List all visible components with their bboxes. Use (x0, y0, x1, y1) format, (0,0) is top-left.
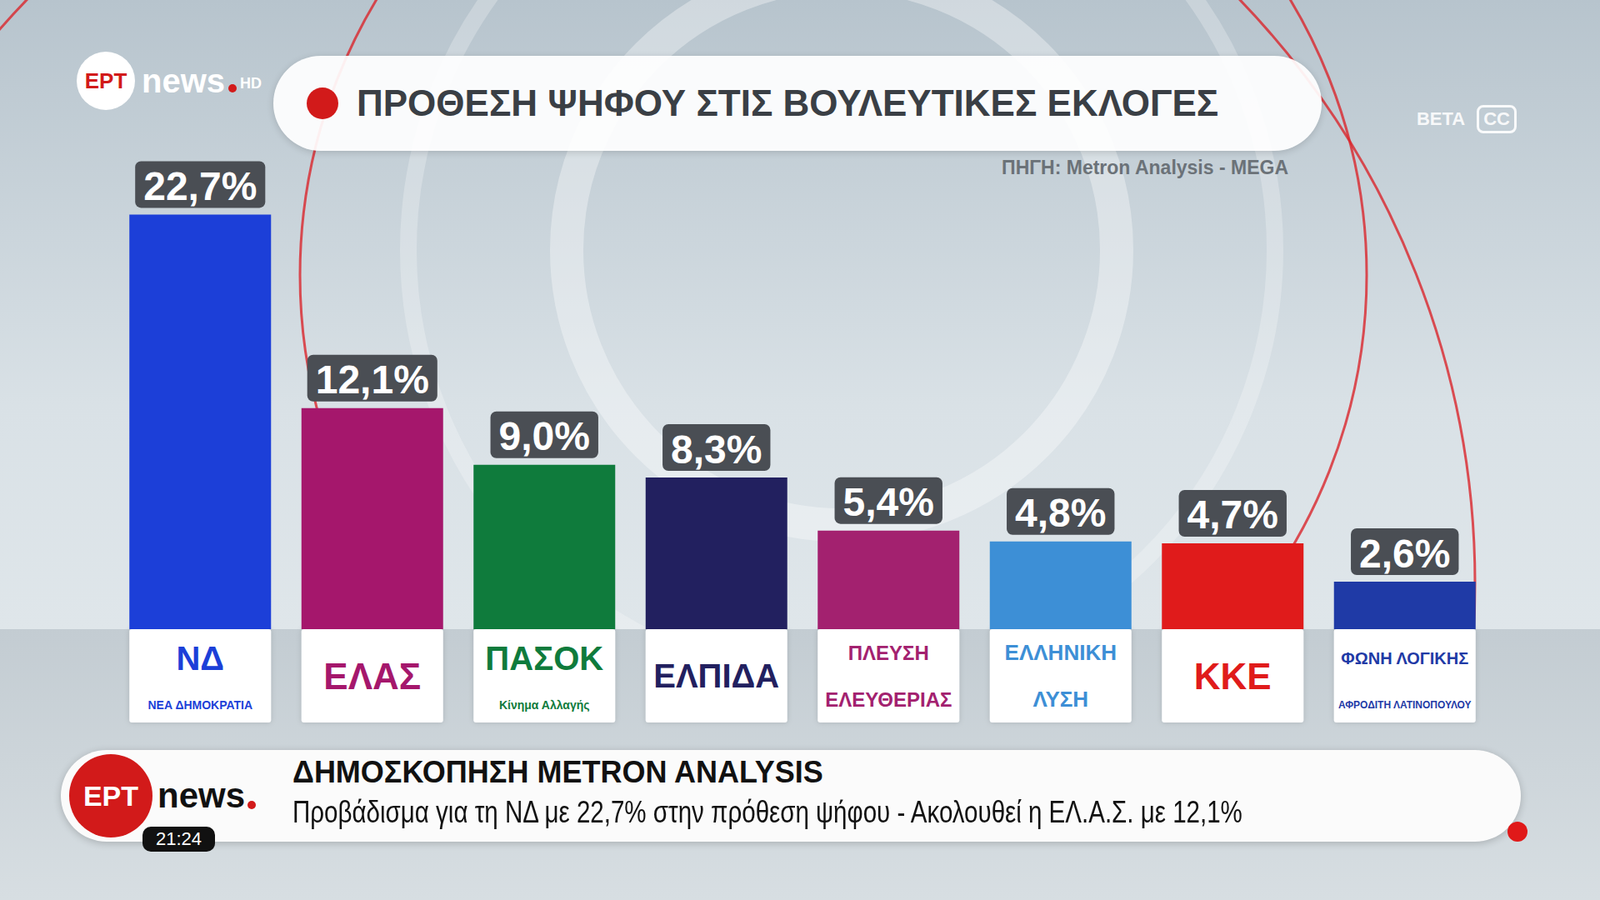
html-text:BETA: BETA (1416, 108, 1466, 130)
html-text:news: news (141, 62, 225, 99)
html-text:HD: HD (240, 74, 262, 92)
svg-text:ΝΕΑ ΔΗΜΟΚΡΑΤΙΑ: ΝΕΑ ΔΗΜΟΚΡΑΤΙΑ (147, 698, 253, 712)
svg-text:ΠΑΣΟΚ: ΠΑΣΟΚ (485, 640, 604, 677)
svg-text:ΛΥΣΗ: ΛΥΣΗ (1032, 686, 1089, 712)
svg-text:4,8%: 4,8% (1015, 490, 1106, 535)
html-text:ΠΡΟΘΕΣΗ ΨΗΦΟΥ ΣΤΙΣ ΒΟΥΛΕΥΤΙΚΕΣ: ΠΡΟΘΕΣΗ ΨΗΦΟΥ ΣΤΙΣ ΒΟΥΛΕΥΤΙΚΕΣ ΕΚΛΟΓΕΣ (356, 82, 1219, 124)
svg-text:ΠΛΕΥΣΗ: ΠΛΕΥΣΗ (848, 641, 930, 665)
svg-text:2,6%: 2,6% (1359, 531, 1450, 576)
html-text:ΠΗΓΗ: Metron Analysis - MEGA: ΠΗΓΗ: Metron Analysis - MEGA (1001, 156, 1289, 179)
svg-text:ΕΛΛΗΝΙΚΗ: ΕΛΛΗΝΙΚΗ (1005, 640, 1117, 665)
svg-text:12,1%: 12,1% (315, 357, 430, 402)
html-text:ΕΡΤ: ΕΡΤ (84, 67, 127, 93)
svg-text:ΕΛΠΙΔΑ: ΕΛΠΙΔΑ (653, 657, 780, 695)
svg-text:ΕΛΑΣ: ΕΛΑΣ (323, 655, 421, 697)
html-text:news: news (157, 775, 245, 815)
html-text:21:24: 21:24 (155, 828, 202, 850)
svg-text:4,7%: 4,7% (1187, 492, 1279, 537)
html-text:Προβάδισμα για τη ΝΔ με 22,7%: Προβάδισμα για τη ΝΔ με 22,7% στην πρόθε… (292, 795, 1243, 830)
svg-text:8,3%: 8,3% (670, 427, 762, 472)
svg-text:9,0%: 9,0% (499, 414, 590, 459)
html-text:CC: CC (1483, 108, 1510, 130)
svg-text:ΝΔ: ΝΔ (175, 640, 225, 677)
svg-text:22,7%: 22,7% (143, 164, 257, 209)
svg-text:ΕΛΕΥΘΕΡΙΑΣ: ΕΛΕΥΘΕΡΙΑΣ (825, 688, 952, 711)
html-text:ΔΗΜΟΣΚΟΠΗΣΗ METRON ANALYSIS: ΔΗΜΟΣΚΟΠΗΣΗ METRON ANALYSIS (292, 755, 824, 790)
html-text:ΕΡΤ: ΕΡΤ (83, 779, 139, 812)
svg-text:ΚΚΕ: ΚΚΕ (1194, 655, 1272, 697)
svg-text:ΑΦΡΟΔΙΤΗ ΛΑΤΙΝΟΠΟΥΛΟΥ: ΑΦΡΟΔΙΤΗ ΛΑΤΙΝΟΠΟΥΛΟΥ (1338, 699, 1472, 711)
svg-text:Κίνημα Αλλαγής: Κίνημα Αλλαγής (499, 698, 590, 712)
svg-text:ΦΩΝΗ ΛΟΓΙΚΗΣ: ΦΩΝΗ ΛΟΓΙΚΗΣ (1340, 649, 1469, 668)
svg-text:5,4%: 5,4% (843, 480, 935, 525)
